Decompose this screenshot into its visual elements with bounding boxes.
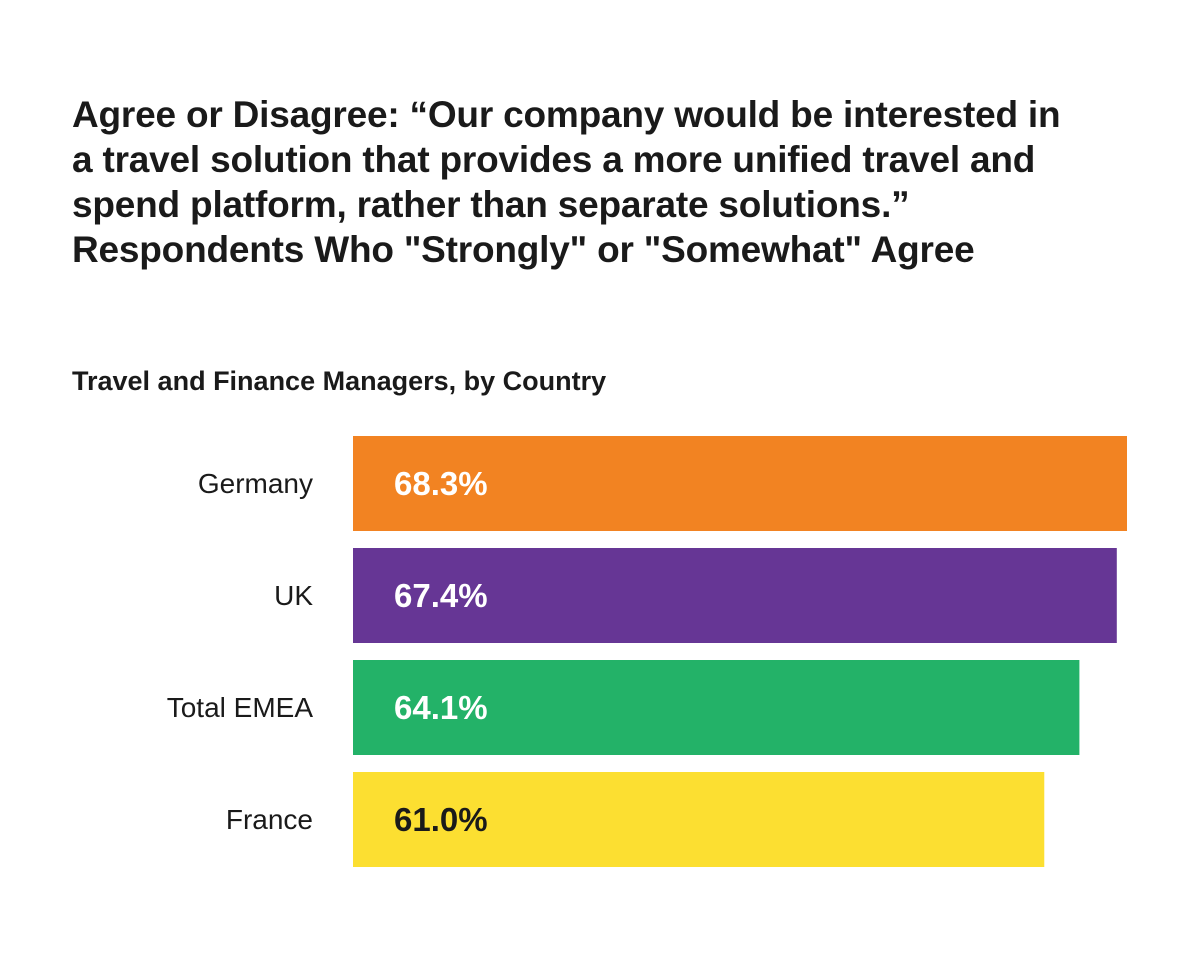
chart-title-line: Agree or Disagree: “Our company would be… [72, 94, 1061, 135]
value-label: 67.4% [394, 577, 488, 614]
chart-title-line: a travel solution that provides a more u… [72, 139, 1036, 180]
bar-germany [353, 436, 1127, 531]
category-label: UK [274, 580, 313, 611]
category-label: Germany [198, 468, 313, 499]
bar-uk [353, 548, 1117, 643]
bar-france [353, 772, 1045, 867]
value-label: 61.0% [394, 801, 488, 838]
category-label: France [226, 804, 313, 835]
chart-title-line: Respondents Who "Strongly" or "Somewhat"… [72, 229, 975, 270]
chart-title: Agree or Disagree: “Our company would be… [72, 92, 1162, 272]
value-label: 68.3% [394, 465, 488, 502]
chart-subtitle: Travel and Finance Managers, by Country [72, 366, 607, 396]
category-label: Total EMEA [167, 692, 314, 723]
bar-total-emea [353, 660, 1080, 755]
value-label: 64.1% [394, 689, 488, 726]
chart-title-line: spend platform, rather than separate sol… [72, 184, 910, 225]
